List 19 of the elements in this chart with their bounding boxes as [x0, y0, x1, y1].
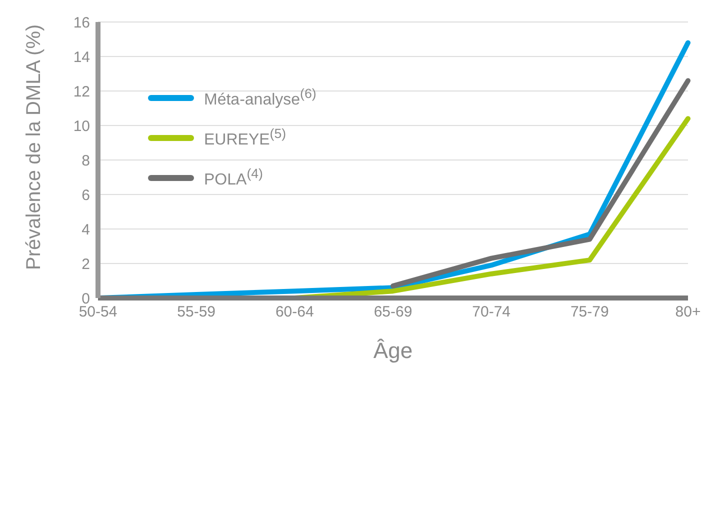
x-tick-label: 70-74: [472, 304, 511, 321]
y-tick-label: 8: [82, 152, 90, 170]
x-tick-label: 75-79: [570, 304, 609, 321]
x-tick-label: 55-59: [177, 304, 216, 321]
y-tick-label: 6: [82, 186, 90, 204]
y-tick-label: 14: [73, 48, 90, 66]
y-axis-title: Prévalence de la DMLA (%): [23, 24, 46, 270]
legend-label: EUREYE$^{(5)}$: [204, 126, 286, 150]
legend-label: Méta-analyse$^{(6)}$: [204, 86, 316, 110]
legend-label: POLA$^{(4)}$: [204, 166, 263, 190]
x-tick-label: 65-69: [374, 304, 412, 321]
x-tick-label: 80+: [675, 304, 701, 321]
x-tick-label: 60-64: [275, 304, 314, 321]
y-tick-label: 4: [82, 221, 90, 238]
y-tick-label: 12: [73, 83, 90, 100]
y-tick-label: 2: [82, 256, 90, 273]
y-tick-label: 10: [73, 118, 90, 135]
x-axis-title: Âge: [373, 338, 413, 363]
y-tick-label: 16: [73, 14, 90, 32]
